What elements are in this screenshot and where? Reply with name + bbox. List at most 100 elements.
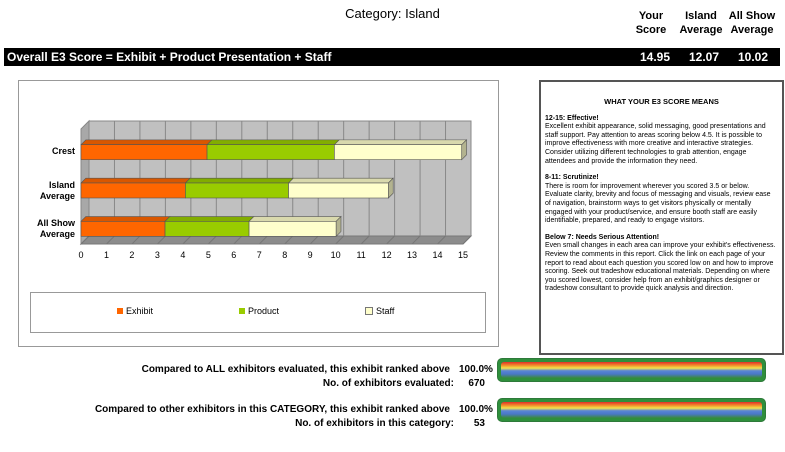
bar-product: [164, 221, 250, 237]
x-tick-label: 15: [457, 250, 468, 260]
legend-swatch-product: [239, 308, 245, 314]
rank-category-gauge-fill: [501, 402, 762, 418]
x-tick-label: 7: [256, 250, 262, 260]
legend-label-product: Product: [248, 306, 280, 316]
rank-all-gauge-fill: [501, 362, 762, 378]
overall-all-show-average: 10.02: [737, 50, 769, 64]
bar-top-product: [184, 177, 295, 184]
bar-top-product: [164, 216, 255, 222]
chart-gridline-floor: [157, 235, 166, 245]
rank-category-percent: 100.0%: [459, 404, 493, 415]
chart-gridline-floor: [131, 235, 141, 245]
meaning-text: There is room for improvement wherever y…: [545, 182, 771, 225]
x-tick-label: 4: [180, 250, 186, 260]
chart-gridline-floor: [386, 235, 395, 245]
your-score-header: Your Score: [635, 10, 667, 36]
bar-staff: [288, 182, 389, 199]
overall-island-average: 12.07: [688, 50, 720, 64]
x-tick-label: 2: [129, 250, 135, 260]
bar-top-exhibit: [80, 139, 213, 145]
bar-top-product: [206, 139, 340, 145]
bar-top-exhibit: [80, 216, 171, 222]
bar-end-cap: [335, 215, 342, 238]
x-tick-label: 12: [381, 250, 392, 260]
rank-all-label: Compared to ALL exhibitors evaluated, th…: [141, 364, 450, 375]
x-tick-label: 10: [330, 250, 341, 260]
legend-swatch-exhibit: [117, 308, 123, 314]
rank-all-count-label: No. of exhibitors evaluated:: [322, 378, 454, 389]
bar-product: [185, 182, 289, 199]
chart-gridline-floor: [462, 235, 472, 245]
chart-gridline-floor: [207, 235, 217, 245]
chart-gridline-floor: [182, 235, 192, 245]
legend-label-exhibit: Exhibit: [126, 306, 154, 316]
x-tick-label: 11: [356, 250, 366, 260]
x-tick-label: 5: [205, 250, 211, 260]
chart-gridline-floor: [309, 235, 319, 245]
x-tick-label: 0: [78, 250, 84, 260]
island-average-header: Island Average: [679, 10, 723, 36]
legend-item-product: Product: [239, 306, 279, 316]
bar-staff: [248, 221, 337, 237]
meaning-block-attention: Below 7: Needs Serious Attention! Even s…: [541, 234, 782, 294]
chart-plot: [79, 119, 473, 246]
rank-category-label: Compared to other exhibitors in this CAT…: [94, 404, 450, 415]
meaning-text: Even small changes in each area can impr…: [545, 242, 776, 293]
bar-end-cap: [388, 177, 394, 199]
rank-all-gauge: [497, 358, 766, 382]
bar-exhibit: [80, 221, 166, 237]
y-axis-label: Crest: [51, 146, 75, 157]
legend-item-staff: Staff: [365, 306, 394, 316]
bar-end-cap: [461, 139, 467, 161]
overall-score-bar: Overall E3 Score = Exhibit + Product Pre…: [4, 48, 780, 66]
bar-exhibit: [80, 144, 208, 160]
score-meaning-panel: WHAT YOUR E3 SCORE MEANS 12-15: Effectiv…: [539, 80, 784, 355]
meaning-text: Excellent exhibit appearance, solid mess…: [545, 123, 766, 165]
x-tick-label: 6: [231, 250, 237, 260]
overall-your-score: 14.95: [639, 50, 671, 64]
meaning-block-effective: 12-15: Effective! Excellent exhibit appe…: [541, 115, 782, 167]
legend-item-exhibit: Exhibit: [117, 306, 153, 316]
y-axis-label: All Show Average: [37, 217, 75, 239]
chart-legend: Exhibit Product Staff: [30, 292, 486, 333]
x-tick-label: 14: [432, 250, 443, 260]
chart-gridline-floor: [80, 235, 90, 245]
all-show-average-header: All Show Average: [728, 10, 776, 36]
meaning-title: WHAT YOUR E3 SCORE MEANS: [604, 97, 719, 106]
meaning-block-scrutinize: 8-11: Scrutinize! There is room for impr…: [541, 174, 782, 226]
bar-top-staff: [333, 139, 468, 145]
chart-gridline-floor: [411, 235, 421, 245]
x-tick-label: 9: [307, 250, 313, 260]
rank-category-gauge: [497, 398, 766, 422]
chart-gridline-floor: [258, 235, 268, 245]
bar-exhibit: [80, 182, 186, 199]
x-tick-label: 13: [407, 250, 418, 260]
bar-top-exhibit: [80, 177, 191, 184]
overall-score-label: Overall E3 Score = Exhibit + Product Pre…: [7, 50, 332, 64]
x-tick-label: 1: [103, 250, 109, 260]
x-tick-label: 8: [282, 250, 288, 260]
chart-floor: [79, 235, 473, 245]
chart-gridline-floor: [335, 235, 345, 245]
meaning-head: 8-11: Scrutinize!: [545, 174, 599, 182]
rank-category-count-label: No. of exhibitors in this category:: [295, 418, 454, 429]
bar-top-staff: [287, 177, 394, 184]
chart-gridline-floor: [360, 235, 370, 245]
chart-gridline-floor: [284, 235, 294, 245]
legend-swatch-staff: [365, 307, 373, 315]
chart-gridline-floor: [437, 235, 446, 245]
legend-label-staff: Staff: [376, 306, 395, 316]
category-title: Category: Island: [345, 6, 440, 21]
meaning-head: 12-15: Effective!: [545, 114, 599, 122]
x-tick-label: 3: [154, 250, 160, 260]
rank-all-percent: 100.0%: [459, 364, 493, 375]
y-axis-label: Island Average: [39, 179, 75, 201]
chart-gridline-floor: [106, 235, 115, 245]
bar-product: [206, 144, 335, 160]
meaning-head: Below 7: Needs Serious Attention!: [545, 233, 660, 241]
rank-all-count: 670: [468, 378, 485, 389]
rank-category-count: 53: [473, 418, 485, 429]
bar-top-staff: [248, 216, 342, 222]
bar-staff: [334, 144, 463, 160]
chart-gridline-floor: [233, 235, 243, 245]
